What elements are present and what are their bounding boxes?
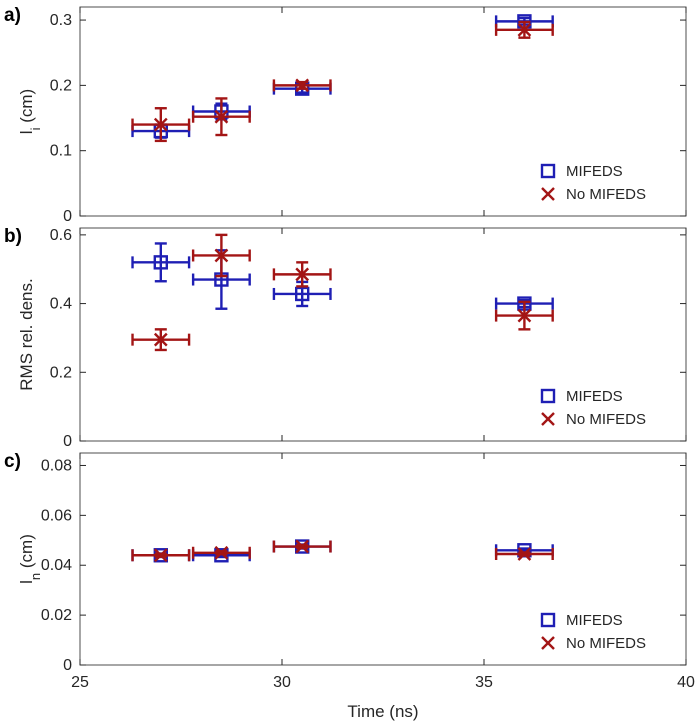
x-marker xyxy=(517,547,532,561)
panel-2: 0 0.2 0.4 0.6 RMS rel. dens. b) MIFEDS No MIFED… xyxy=(4,226,687,450)
legend-marker xyxy=(541,412,555,426)
legend-label: MIFEDS xyxy=(566,163,623,180)
y-tick-label: 0.1 xyxy=(50,143,72,160)
x-tick-label: 40 xyxy=(677,674,695,691)
legend-marker xyxy=(540,388,556,404)
data-point xyxy=(272,539,332,554)
x-marker-stroke-b xyxy=(214,545,229,560)
y-tick-label: 0.04 xyxy=(41,557,72,574)
legend-label: No MIFEDS xyxy=(566,186,646,203)
x-marker-stroke-b xyxy=(295,539,310,554)
y-axis-label: RMS rel. dens. xyxy=(17,278,36,390)
x-marker xyxy=(153,117,168,132)
series-no-mifeds xyxy=(131,233,554,352)
legend-marker-stroke-b xyxy=(541,187,555,201)
y-tick-label: 0.02 xyxy=(41,607,72,624)
x-marker-stroke-b xyxy=(153,548,168,563)
y-tick-label: 0 xyxy=(63,657,72,674)
legend: MIFEDS No MIFEDS xyxy=(540,612,646,652)
y-tick-label: 0 xyxy=(63,208,72,225)
data-point xyxy=(191,249,251,310)
legend-marker xyxy=(541,187,555,201)
data-point xyxy=(494,547,554,561)
series-no-mifeds xyxy=(131,20,554,143)
legend-label: No MIFEDS xyxy=(566,411,646,428)
x-marker xyxy=(214,248,229,263)
square-marker xyxy=(153,255,169,270)
x-marker xyxy=(153,332,168,347)
data-point xyxy=(131,548,191,563)
legend-label: MIFEDS xyxy=(566,388,623,405)
plot-area xyxy=(79,452,687,666)
x-marker xyxy=(153,548,168,563)
data-point xyxy=(191,97,251,137)
legend-marker xyxy=(540,163,556,179)
x-marker-stroke-b xyxy=(153,117,168,132)
x-marker xyxy=(517,23,532,37)
y-tick-label: 0 xyxy=(63,433,72,450)
x-marker xyxy=(295,78,310,93)
x-marker-stroke-b xyxy=(517,23,532,37)
data-point xyxy=(272,261,332,288)
panel-3: 0 0.02 0.04 0.06 0.08 25 30 35 40 ln (cm) c) MIFEDS… xyxy=(4,451,695,721)
y-axis-label: ln (cm) xyxy=(17,534,43,584)
y-axis-label: li (cm) xyxy=(17,89,43,134)
x-marker-stroke-b xyxy=(295,78,310,93)
x-axis-label: Time (ns) xyxy=(347,702,418,721)
data-point xyxy=(131,328,191,352)
data-point xyxy=(131,242,191,283)
panel-label: a) xyxy=(4,5,21,26)
y-tick-label: 0.2 xyxy=(50,77,72,94)
y-tick-label: 0.4 xyxy=(50,296,72,313)
x-marker xyxy=(214,109,229,124)
x-marker-stroke-b xyxy=(295,267,310,282)
y-tick-label: 0.2 xyxy=(50,364,72,381)
legend-marker-stroke-b xyxy=(541,636,555,650)
x-marker xyxy=(517,308,532,323)
x-marker xyxy=(295,267,310,282)
y-tick-label: 0.08 xyxy=(41,457,72,474)
panel-1: 0 0.1 0.2 0.3 li (cm) a) MIFEDS No MIFEDS xyxy=(4,5,687,225)
data-point xyxy=(272,78,332,93)
square-marker xyxy=(295,286,310,302)
x-marker xyxy=(295,539,310,554)
legend-marker xyxy=(540,612,556,628)
legend: MIFEDS No MIFEDS xyxy=(540,388,646,428)
x-marker-stroke-b xyxy=(517,308,532,323)
x-marker xyxy=(214,545,229,560)
x-marker-stroke-b xyxy=(517,547,532,561)
x-tick-label: 30 xyxy=(273,674,291,691)
x-tick-label: 25 xyxy=(71,674,89,691)
legend: MIFEDS No MIFEDS xyxy=(540,163,646,203)
x-tick-label: 35 xyxy=(475,674,493,691)
x-marker-stroke-b xyxy=(153,332,168,347)
y-tick-label: 0.06 xyxy=(41,507,72,524)
legend-marker-stroke-b xyxy=(541,412,555,426)
data-point xyxy=(131,107,191,143)
x-marker-stroke-b xyxy=(214,248,229,263)
legend-marker xyxy=(541,636,555,650)
plot-area xyxy=(79,6,687,217)
legend-label: No MIFEDS xyxy=(566,635,646,652)
y-tick-label: 0.3 xyxy=(50,12,72,29)
series-no-mifeds xyxy=(131,539,554,563)
panel-label: c) xyxy=(4,451,21,472)
data-point xyxy=(191,545,251,560)
x-marker-stroke-b xyxy=(214,109,229,124)
data-point xyxy=(494,300,554,331)
legend-label: MIFEDS xyxy=(566,612,623,629)
panel-label: b) xyxy=(4,226,22,247)
y-tick-label: 0.6 xyxy=(50,227,72,244)
data-point xyxy=(494,20,554,39)
data-point xyxy=(191,233,251,278)
plot-area xyxy=(79,227,687,442)
